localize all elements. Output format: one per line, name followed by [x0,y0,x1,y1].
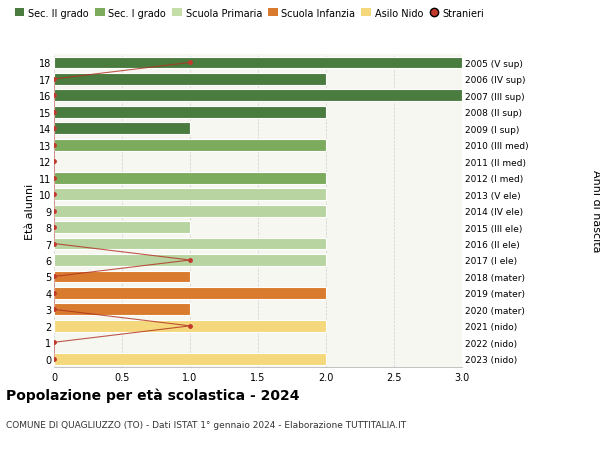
Bar [54,287,326,299]
Bar [54,74,326,86]
Bar [54,173,326,184]
Bar [54,238,326,250]
Bar [54,106,326,118]
Bar [54,222,190,234]
Bar [54,189,326,201]
Bar [54,353,326,365]
Bar [54,304,190,316]
Bar [54,205,326,217]
Bar [54,123,190,135]
Text: Popolazione per età scolastica - 2024: Popolazione per età scolastica - 2024 [6,388,299,403]
Bar [54,320,326,332]
Y-axis label: Età alunni: Età alunni [25,183,35,239]
Bar [54,254,326,266]
Bar [54,271,190,283]
Bar [54,90,462,102]
Text: COMUNE DI QUAGLIUZZO (TO) - Dati ISTAT 1° gennaio 2024 - Elaborazione TUTTITALIA: COMUNE DI QUAGLIUZZO (TO) - Dati ISTAT 1… [6,420,406,429]
Bar [54,57,462,69]
Y-axis label: Anni di nascita: Anni di nascita [590,170,600,252]
Legend: Sec. II grado, Sec. I grado, Scuola Primaria, Scuola Infanzia, Asilo Nido, Stran: Sec. II grado, Sec. I grado, Scuola Prim… [11,5,488,22]
Bar [54,140,326,151]
